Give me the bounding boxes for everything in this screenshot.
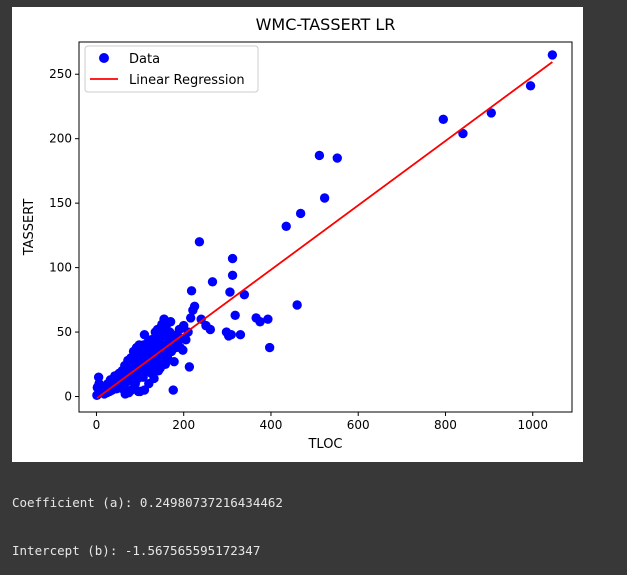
scatter-points (92, 50, 558, 400)
data-point (332, 153, 342, 163)
data-point (135, 386, 145, 397)
x-axis-ticks: 0 200 400 600 800 1000 (93, 412, 548, 432)
data-point (93, 372, 104, 382)
x-tick-label: 600 (347, 418, 370, 432)
intercept-line: Intercept (b): -1.567565595172347 (12, 543, 261, 558)
console-output: Coefficient (a): 0.24980737216434462 Int… (12, 463, 283, 575)
x-tick-label: 800 (434, 418, 457, 432)
data-point (547, 50, 558, 60)
coefficient-line: Coefficient (a): 0.24980737216434462 (12, 495, 283, 510)
data-point (230, 310, 240, 321)
data-point (194, 237, 205, 247)
data-point (264, 342, 275, 353)
data-point (161, 329, 171, 340)
figure-canvas: WMC-TASSERT LR 0 200 400 600 800 1000 0 50 100 1… (12, 7, 583, 462)
data-point (184, 362, 195, 372)
data-point (235, 329, 246, 340)
data-point (125, 358, 136, 368)
regression-line (96, 61, 553, 399)
data-point (196, 314, 206, 324)
data-point (292, 300, 302, 310)
chart-title: WMC-TASSERT LR (256, 15, 396, 34)
y-tick-label: 50 (57, 325, 72, 339)
data-point (185, 313, 196, 323)
data-point (295, 208, 306, 219)
x-tick-label: 400 (260, 418, 283, 432)
data-point (165, 317, 176, 327)
data-point (139, 329, 150, 340)
data-point (164, 342, 174, 353)
data-point (157, 319, 167, 330)
data-point (227, 270, 238, 281)
y-tick-label: 100 (49, 261, 72, 275)
data-point (227, 253, 238, 264)
x-tick-label: 200 (172, 418, 195, 432)
data-point (225, 287, 235, 297)
data-point (263, 314, 273, 324)
legend-box (84, 45, 259, 93)
x-tick-label: 0 (93, 418, 101, 432)
data-point (201, 320, 211, 331)
data-point (281, 221, 291, 232)
data-point (188, 305, 198, 315)
y-tick-label: 200 (49, 132, 72, 146)
data-point (314, 150, 325, 161)
data-point (186, 286, 197, 296)
data-point (458, 128, 468, 139)
legend-data-marker (99, 53, 109, 63)
data-point (221, 327, 232, 337)
y-tick-label: 0 (64, 390, 72, 404)
data-point (438, 114, 448, 125)
data-point (319, 193, 330, 203)
data-point (525, 81, 536, 91)
y-tick-label: 250 (49, 67, 72, 81)
data-point (168, 385, 178, 395)
y-axis-ticks: 0 50 100 150 200 250 (49, 67, 79, 404)
legend-regression-label: Linear Regression (129, 73, 245, 88)
x-tick-label: 1000 (517, 418, 548, 432)
chart-svg: WMC-TASSERT LR 0 200 400 600 800 1000 0 50 100 1… (22, 15, 573, 452)
data-point (251, 313, 261, 323)
data-point (175, 342, 185, 353)
regression-line-group (96, 61, 553, 399)
y-tick-label: 150 (49, 196, 72, 210)
data-point (486, 108, 496, 118)
data-point (239, 289, 250, 300)
data-point (153, 366, 164, 376)
data-point (207, 277, 218, 287)
legend: Data Linear Regression (84, 45, 259, 93)
data-point (120, 389, 130, 399)
legend-data-label: Data (129, 52, 160, 67)
y-axis-label: TASSERT (22, 199, 37, 257)
data-point (158, 353, 168, 363)
data-point (92, 382, 103, 393)
x-axis-label: TLOC (307, 437, 342, 452)
